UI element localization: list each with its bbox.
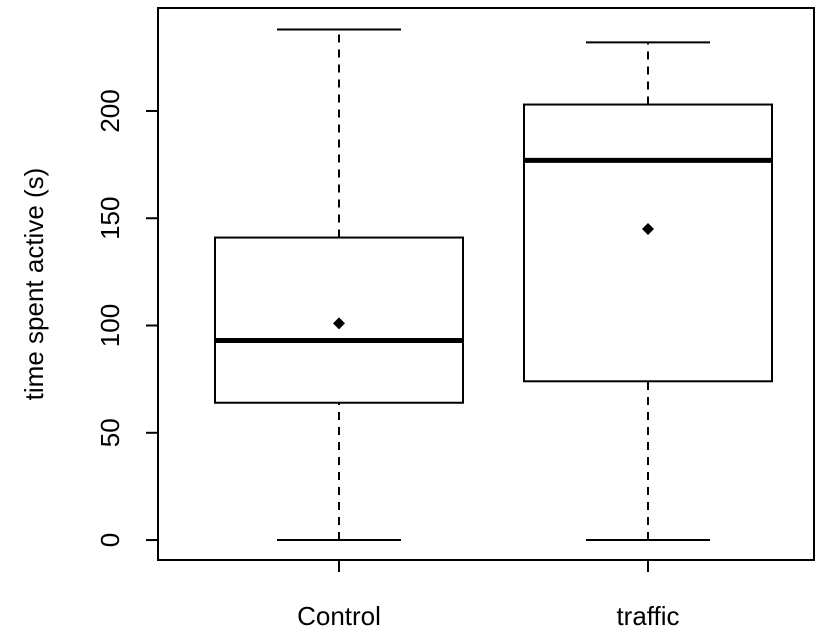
x-tick-label: Control (297, 601, 381, 631)
y-tick-label: 50 (95, 418, 125, 447)
box (523, 103, 773, 383)
x-tick-label: traffic (616, 601, 679, 631)
mean-marker (333, 317, 345, 330)
mean-marker (642, 222, 654, 235)
y-tick-label: 150 (95, 197, 125, 240)
plot-frame (157, 7, 815, 561)
y-axis-label: time spent active (s) (19, 168, 49, 401)
y-tick-label: 200 (95, 89, 125, 132)
y-tick-label: 100 (95, 304, 125, 347)
y-tick-label: 0 (95, 533, 125, 547)
